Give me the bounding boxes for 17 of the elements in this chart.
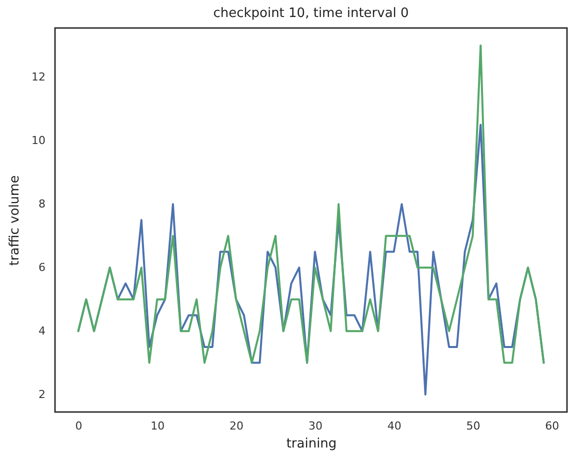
y-tick-label: 4 <box>38 324 46 338</box>
x-tick-label: 40 <box>387 420 402 432</box>
line-series <box>77 44 545 364</box>
y-tick-label: 12 <box>32 70 46 84</box>
x-tick-label: 0 <box>75 420 82 432</box>
y-tick-label: 10 <box>32 134 46 148</box>
x-tick-label: 10 <box>150 420 165 432</box>
y-tick-label: 8 <box>38 198 46 211</box>
y-axis-title: traffic volume <box>8 175 23 266</box>
x-tick-label: 20 <box>230 420 244 432</box>
y-tick-label: 2 <box>38 388 46 402</box>
x-tick-label: 50 <box>466 420 480 432</box>
chart-title: checkpoint 10, time interval 0 <box>213 6 409 21</box>
y-tick-label: 6 <box>38 261 46 274</box>
x-axis-title: training <box>286 436 337 452</box>
x-tick-label: 60 <box>545 420 560 432</box>
x-tick-label: 30 <box>308 420 322 432</box>
